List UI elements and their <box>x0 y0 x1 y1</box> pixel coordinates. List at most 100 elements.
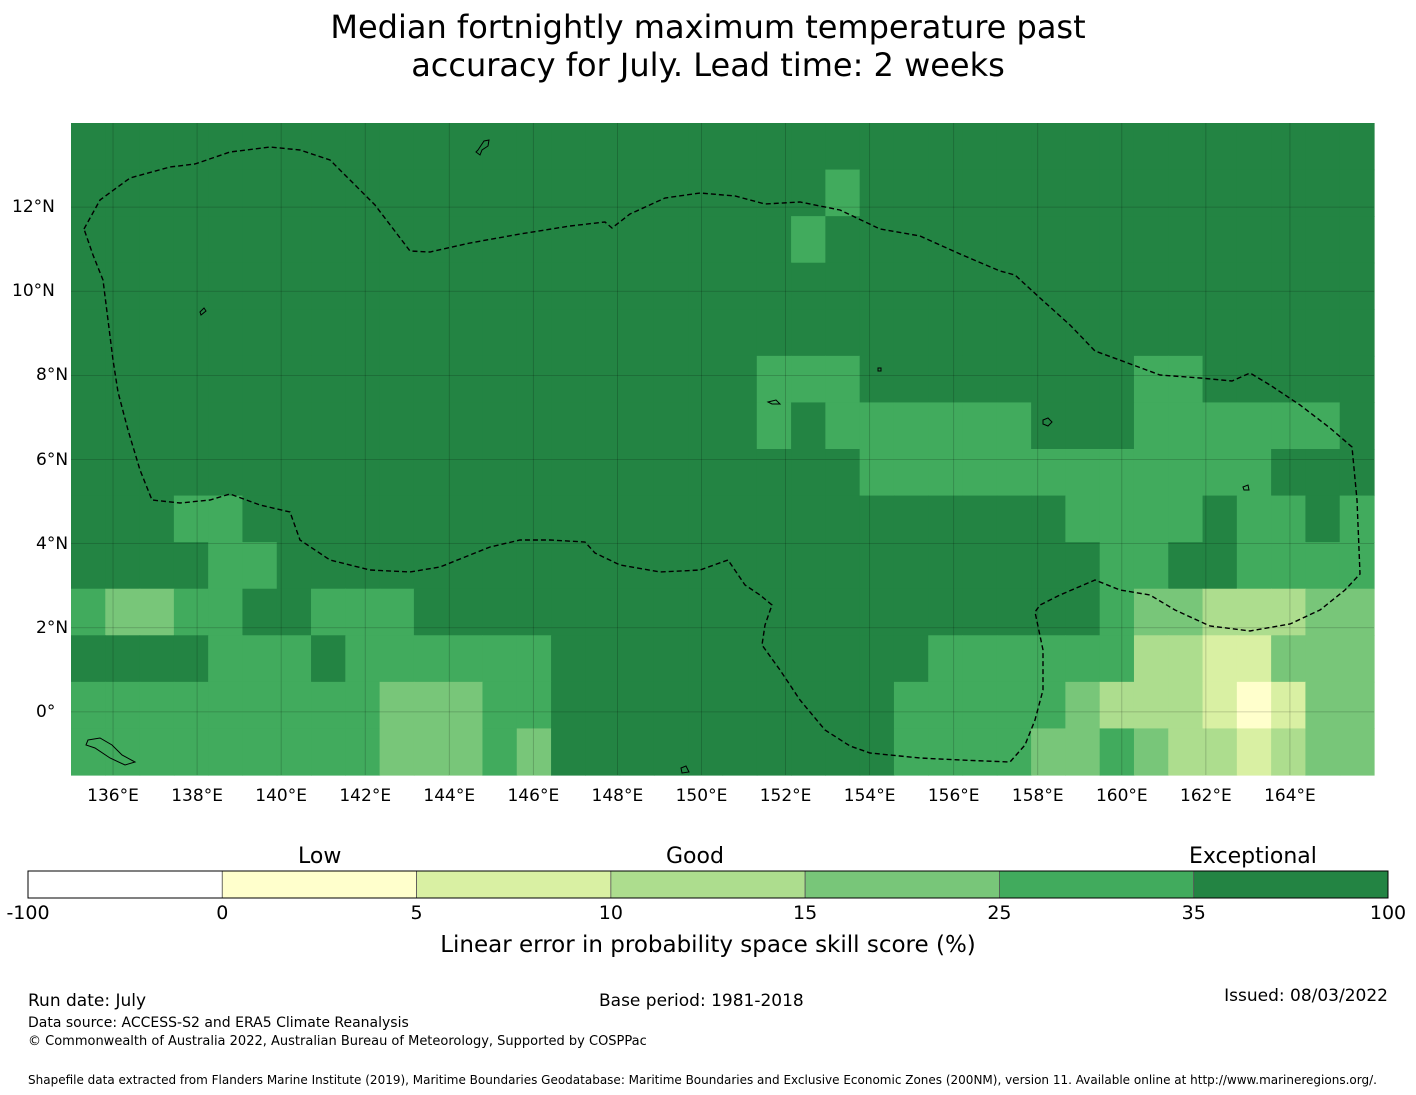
grid-cell <box>1031 216 1066 264</box>
grid-cell <box>1168 262 1204 310</box>
grid-cell <box>482 495 518 543</box>
grid-cell <box>242 123 278 171</box>
grid-cell <box>791 588 826 636</box>
grid-cell <box>1031 355 1066 404</box>
grid-cell <box>825 449 861 497</box>
grid-cell <box>105 681 141 730</box>
grid-cell <box>1065 123 1101 171</box>
grid-cell <box>1031 449 1066 497</box>
grid-cell <box>1236 542 1272 590</box>
grid-cell <box>311 635 346 683</box>
grid-cell <box>345 681 381 730</box>
grid-cell <box>1133 728 1169 776</box>
grid-cell <box>311 402 346 450</box>
grid-cell <box>928 216 964 264</box>
grid-cell <box>482 123 518 171</box>
grid-cell <box>791 402 826 450</box>
colorbar-bin <box>221 870 417 899</box>
grid-cell <box>311 542 346 590</box>
grid-cell <box>756 216 792 264</box>
grid-cell <box>242 402 278 450</box>
grid-cell <box>379 309 415 357</box>
grid-cell <box>516 355 552 404</box>
grid-cell <box>1236 309 1272 357</box>
grid-cell <box>688 309 724 357</box>
grid-cell <box>516 309 552 357</box>
grid-cell <box>551 402 586 450</box>
grid-cell <box>1168 355 1204 404</box>
grid-cell <box>379 123 415 171</box>
grid-cell <box>448 123 484 171</box>
grid-cell <box>345 309 381 357</box>
grid-cell <box>859 216 895 264</box>
grid-cell <box>859 728 895 776</box>
grid-cell <box>242 681 278 730</box>
grid-cell <box>1031 169 1066 217</box>
grid-cell <box>1236 123 1272 171</box>
grid-cell <box>448 216 484 264</box>
grid-cell <box>996 495 1032 543</box>
grid-cell <box>1133 123 1169 171</box>
grid-cell <box>722 588 758 636</box>
grid-cell <box>208 216 244 264</box>
grid-cell <box>1133 169 1169 217</box>
grid-cell <box>1305 728 1341 776</box>
issued-date: Issued: 08/03/2022 <box>1224 986 1388 1006</box>
grid-cell <box>516 216 552 264</box>
grid-cell <box>928 169 964 217</box>
grid-cell <box>448 355 484 404</box>
grid-cell <box>551 355 586 404</box>
grid-cell <box>756 449 792 497</box>
grid-cell <box>619 169 655 217</box>
grid-cell <box>1133 262 1169 310</box>
grid-cell <box>1271 123 1307 171</box>
grid-cell <box>1065 262 1101 310</box>
lon-tick-label: 140°E <box>255 786 308 806</box>
grid-cell <box>1271 635 1307 683</box>
grid-cell <box>928 262 964 310</box>
grid-cell <box>345 449 381 497</box>
grid-cell <box>1065 681 1101 730</box>
grid-cell <box>859 402 895 450</box>
grid-cell <box>105 355 141 404</box>
grid-cell <box>1065 309 1101 357</box>
grid-cell <box>825 309 861 357</box>
lon-tick-label: 158°E <box>1011 786 1064 806</box>
grid-cell <box>1271 169 1307 217</box>
grid-cell <box>585 449 621 497</box>
grid-cell <box>1031 542 1066 590</box>
grid-cell <box>276 728 312 776</box>
grid-cell <box>71 402 106 450</box>
grid-cell <box>619 355 655 404</box>
grid-cell <box>996 216 1032 264</box>
grid-cell <box>448 169 484 217</box>
grid-cell <box>1099 309 1135 357</box>
grid-cell <box>276 309 312 357</box>
grid-cell <box>345 588 381 636</box>
grid-cell <box>139 262 175 310</box>
grid-cell <box>516 635 552 683</box>
grid-cell <box>379 216 415 264</box>
grid-cell <box>653 681 689 730</box>
grid-cell <box>928 542 964 590</box>
grid-cell <box>1305 216 1341 264</box>
grid-cell <box>859 681 895 730</box>
grid-cell <box>825 402 861 450</box>
grid-cell <box>105 216 141 264</box>
grid-cell <box>105 449 141 497</box>
grid-cell <box>105 588 141 636</box>
grid-cell <box>1168 588 1204 636</box>
grid-cell <box>173 728 209 776</box>
grid-cell <box>996 681 1032 730</box>
grid-cell <box>413 216 449 264</box>
grid-cell <box>413 681 449 730</box>
grid-cell <box>551 635 586 683</box>
lon-tick-label: 162°E <box>1180 786 1232 806</box>
grid-cell <box>722 495 758 543</box>
grid-cell <box>242 588 278 636</box>
grid-cell <box>173 635 209 683</box>
grid-cell <box>105 402 141 450</box>
grid-cell <box>1099 262 1135 310</box>
grid-cell <box>893 169 929 217</box>
grid-cell <box>311 355 346 404</box>
